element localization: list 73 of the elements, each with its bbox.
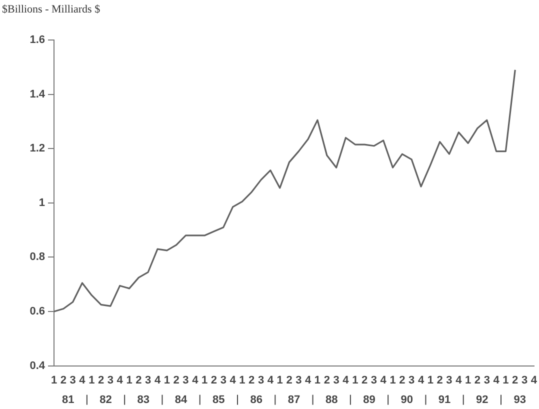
text: 83 [137, 394, 150, 406]
x-tick-label: 1 [50, 374, 58, 386]
x-tick-label: 2 [286, 374, 292, 386]
x-tick-label: 4 [380, 374, 388, 386]
x-tick-label: 2 [361, 374, 368, 386]
y-tick-label: 1.4 [30, 88, 46, 100]
x-tick-label: 2 [324, 374, 330, 386]
text: 89 [363, 394, 376, 406]
text: 87 [288, 394, 300, 406]
x-tick-label: 3 [333, 374, 340, 386]
x-tick-label: 1 [352, 374, 358, 386]
text: 90 [400, 394, 414, 406]
x-tick-label: 2 [474, 374, 481, 386]
x-tick-label: 3 [107, 374, 114, 386]
x-tick-label: 3 [296, 374, 302, 386]
x-tick-label: 2 [512, 374, 518, 386]
x-tick-label: 4 [267, 374, 274, 386]
x-tick-label: 3 [70, 374, 76, 386]
text: 85 [212, 394, 225, 406]
x-tick-label: 1 [126, 374, 132, 386]
text: 82 [100, 394, 112, 406]
x-tick-label: 3 [484, 374, 490, 386]
y-tick-label: 0.4 [30, 360, 46, 372]
y-tick-label: 1.6 [30, 34, 45, 46]
x-tick-label: 4 [456, 374, 463, 386]
x-tick-label: 1 [465, 374, 472, 386]
text: 93 [514, 394, 526, 406]
x-tick-label: 4 [154, 374, 162, 386]
x-tick-label: 1 [314, 374, 321, 386]
x-tick-label: 3 [182, 374, 189, 386]
text: 88 [325, 394, 338, 406]
x-tick-label: 4 [342, 374, 350, 386]
x-tick-label: 2 [60, 374, 66, 386]
x-tick-label: 2 [399, 374, 406, 386]
x-tick-label: 3 [370, 374, 378, 386]
x-tick-label: 2 [248, 374, 255, 386]
x-tick-label: 3 [408, 374, 415, 386]
x-tick-label: 4 [418, 374, 425, 386]
x-tick-label: 1 [202, 374, 208, 386]
x-tick-label: 4 [305, 374, 312, 386]
x-tick-label: 4 [192, 374, 200, 386]
text: 92 [476, 394, 488, 406]
x-tick-label: 3 [521, 374, 528, 386]
text: 84 [174, 394, 188, 406]
x-tick-label: 3 [220, 374, 226, 386]
y-tick-label: 1.2 [30, 142, 45, 155]
x-tick-label: 3 [258, 374, 264, 386]
x-tick-label: 2 [98, 374, 104, 386]
x-tick-label: 1 [239, 374, 246, 386]
x-tick-label: 2 [210, 374, 218, 386]
x-tick-label: 3 [446, 374, 452, 386]
x-tick-label: 3 [145, 374, 152, 386]
x-tick-label: 1 [88, 374, 95, 386]
y-tick-label: 0.6 [30, 306, 45, 318]
x-tick-label: 1 [502, 374, 509, 386]
text: 86 [250, 394, 262, 406]
y-axis-title: $Billions - Milliards $ [2, 3, 101, 16]
text: 81 [62, 394, 74, 406]
x-tick-label: 4 [79, 374, 86, 386]
x-tick-label: 4 [493, 374, 500, 386]
x-tick-label: 1 [164, 374, 170, 386]
y-tick-label: 0.8 [30, 251, 45, 264]
x-tick-label: 1 [390, 374, 396, 386]
x-tick-label: 2 [136, 374, 142, 386]
x-tick-label: 4 [116, 374, 124, 386]
x-tick-label: 2 [173, 374, 180, 386]
text: 91 [438, 394, 451, 406]
x-tick-label: 1 [276, 374, 283, 386]
x-tick-label: 4 [530, 374, 538, 386]
x-tick-label: 2 [436, 374, 443, 386]
x-tick-label: 1 [427, 374, 434, 386]
y-tick-label: 1 [38, 196, 45, 209]
x-tick-label: 4 [230, 374, 237, 386]
